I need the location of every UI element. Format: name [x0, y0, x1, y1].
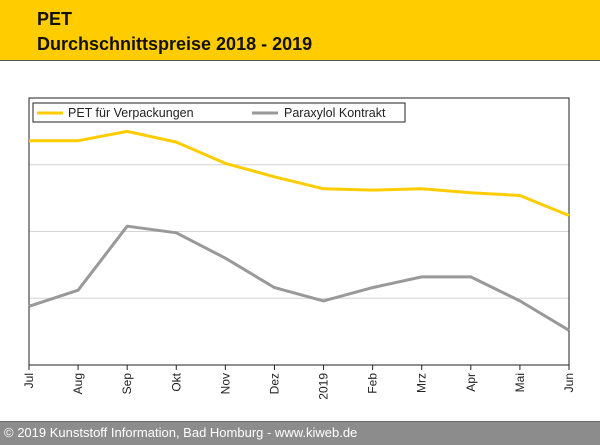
- footer: © 2019 Kunststoff Information, Bad Hombu…: [0, 421, 600, 445]
- x-tick-label-10: Mai: [513, 373, 527, 392]
- copyright-text[interactable]: © 2019 Kunststoff Information, Bad Hombu…: [4, 425, 357, 440]
- x-tick-label-4: Nov: [218, 373, 232, 394]
- x-tick-label-0: Jul: [22, 373, 36, 388]
- x-tick-label-2: Sep: [120, 373, 134, 395]
- legend-label-pet: PET für Verpackungen: [68, 106, 194, 120]
- gridlines: [29, 165, 569, 299]
- series-line-1: [29, 226, 569, 330]
- x-tick-label-6: 2019: [317, 373, 331, 400]
- x-tick-label-3: Okt: [169, 372, 183, 391]
- x-tick-label-7: Feb: [366, 373, 380, 394]
- x-tick-label-8: Mrz: [415, 373, 429, 393]
- legend-label-paraxylol: Paraxylol Kontrakt: [284, 106, 386, 120]
- line-chart: Jul Aug Sep Okt Nov Dez 2019 Feb Mrz Apr Mai Jun PE…: [0, 0, 600, 421]
- x-tick-label-11: Jun: [562, 373, 576, 392]
- series-line-0: [29, 131, 569, 215]
- legend: PET für Verpackungen Paraxylol Kontrakt: [33, 103, 405, 122]
- x-tick-label-9: Apr: [464, 373, 478, 392]
- x-tick-label-5: Dez: [267, 373, 281, 394]
- series-layer: [29, 131, 569, 330]
- x-tick-label-1: Aug: [71, 373, 85, 394]
- x-axis: Jul Aug Sep Okt Nov Dez 2019 Feb Mrz Apr Mai Jun: [22, 365, 576, 400]
